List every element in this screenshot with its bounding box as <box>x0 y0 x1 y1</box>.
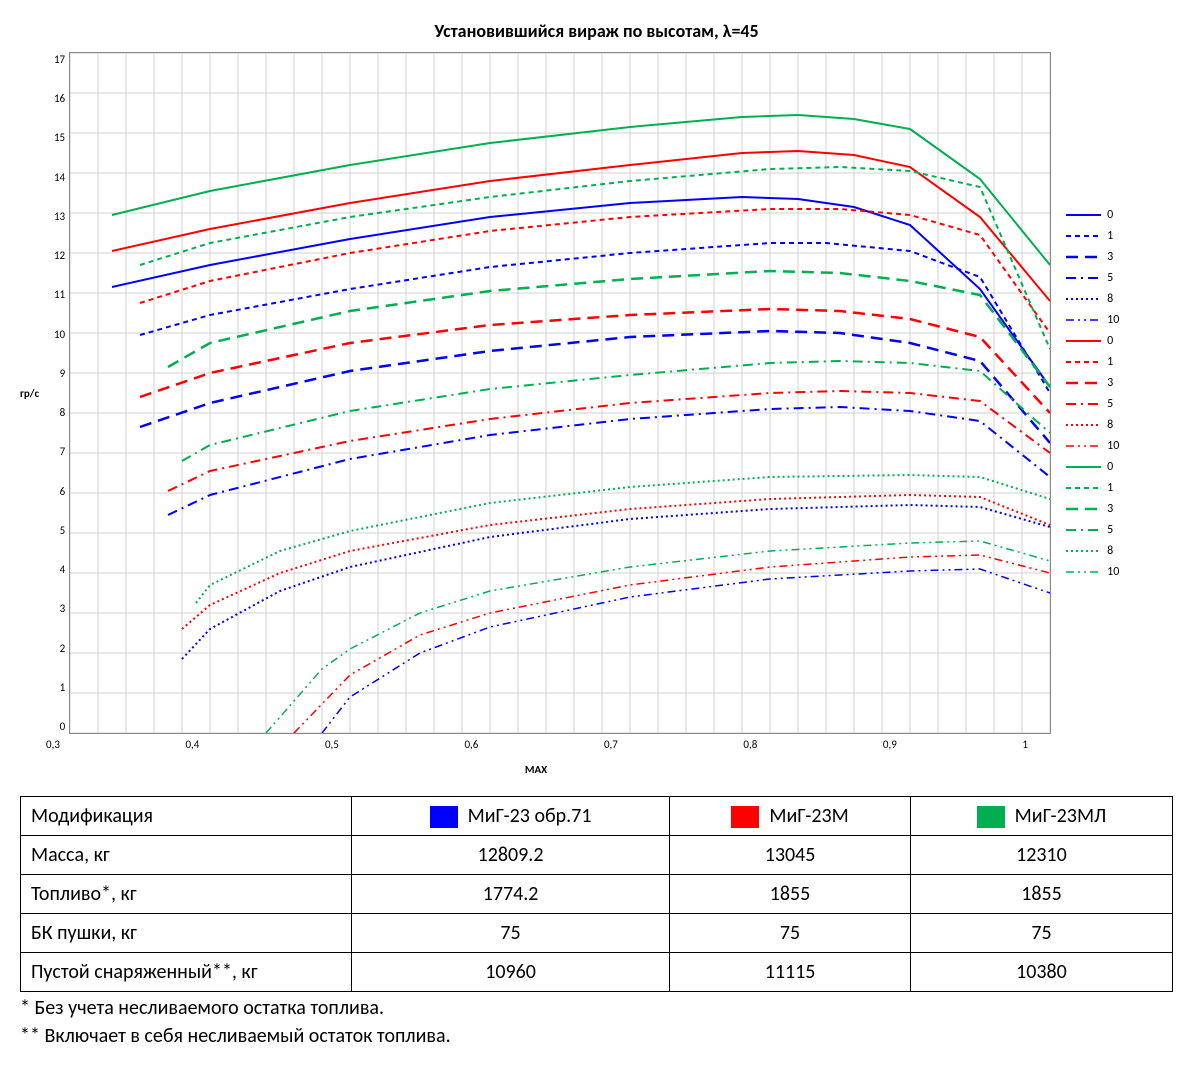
xtick: 0,5 <box>325 738 464 751</box>
legend-item: 5 <box>1066 269 1119 287</box>
ytick: 1 <box>43 681 65 694</box>
legend-item: 5 <box>1066 521 1119 539</box>
chart-plot <box>69 52 1051 734</box>
ytick: 3 <box>43 602 65 615</box>
x-axis-label: МАХ <box>46 763 1026 776</box>
x-axis-ticks: 0,30,40,50,60,70,80,91 <box>46 738 1028 751</box>
legend: 0 1 3 5 8 10 0 1 3 5 8 10 0 1 3 5 8 10 <box>1066 203 1119 584</box>
table-row: Топливо*, кг1774.218551855 <box>21 875 1173 914</box>
row-label: БК пушки, кг <box>21 914 352 953</box>
legend-item: 8 <box>1066 542 1119 560</box>
chart-title: Установившийся вираж по высотам, λ=45 <box>20 20 1173 42</box>
color-swatch <box>430 806 458 828</box>
legend-item: 10 <box>1066 563 1119 581</box>
ytick: 13 <box>43 210 65 223</box>
xtick: 0,9 <box>883 738 1022 751</box>
cell: 12809.2 <box>352 836 670 875</box>
ytick: 7 <box>43 445 65 458</box>
ytick: 12 <box>43 249 65 262</box>
cell: 75 <box>352 914 670 953</box>
cell: 12310 <box>910 836 1172 875</box>
cell: 10380 <box>910 953 1172 992</box>
footnote: ** Включает в себя несливаемый остаток т… <box>20 1024 1173 1048</box>
series-line <box>112 197 1050 387</box>
legend-item: 3 <box>1066 500 1119 518</box>
data-table: МодификацияМиГ-23 обр.71МиГ-23ММиГ-23МЛМ… <box>20 796 1173 992</box>
cell: 13045 <box>670 836 911 875</box>
cell: 1774.2 <box>352 875 670 914</box>
table-row: МодификацияМиГ-23 обр.71МиГ-23ММиГ-23МЛ <box>21 797 1173 836</box>
color-swatch <box>731 806 759 828</box>
series-line <box>294 555 1050 733</box>
ytick: 15 <box>43 131 65 144</box>
legend-item: 10 <box>1066 311 1119 329</box>
ytick: 17 <box>43 53 65 66</box>
y-axis-ticks: 17161514131211109876543210 <box>43 53 69 733</box>
xtick: 0,7 <box>604 738 743 751</box>
ytick: 0 <box>43 720 65 733</box>
table-row: Пустой снаряженный**, кг109601111510380 <box>21 953 1173 992</box>
row-label: Пустой снаряженный**, кг <box>21 953 352 992</box>
xtick: 0,3 <box>46 738 185 751</box>
cell: 11115 <box>670 953 911 992</box>
ytick: 4 <box>43 563 65 576</box>
ytick: 5 <box>43 524 65 537</box>
cell: МиГ-23М <box>670 797 911 836</box>
xtick: 1 <box>1022 738 1028 751</box>
legend-item: 1 <box>1066 227 1119 245</box>
cell: МиГ-23МЛ <box>910 797 1172 836</box>
series-line <box>196 475 1050 603</box>
cell: 10960 <box>352 953 670 992</box>
xtick: 0,6 <box>464 738 603 751</box>
legend-item: 1 <box>1066 479 1119 497</box>
cell: МиГ-23 обр.71 <box>352 797 670 836</box>
legend-item: 10 <box>1066 437 1119 455</box>
xtick: 0,4 <box>185 738 324 751</box>
table-row: БК пушки, кг757575 <box>21 914 1173 953</box>
series-line <box>140 331 1050 443</box>
ytick: 6 <box>43 485 65 498</box>
ytick: 8 <box>43 406 65 419</box>
y-axis-label: гр/с <box>20 387 39 400</box>
ytick: 2 <box>43 642 65 655</box>
ytick: 10 <box>43 328 65 341</box>
legend-item: 3 <box>1066 374 1119 392</box>
ytick: 14 <box>43 171 65 184</box>
cell: 1855 <box>670 875 911 914</box>
series-line <box>182 495 1050 629</box>
cell: 75 <box>670 914 911 953</box>
legend-item: 8 <box>1066 416 1119 434</box>
color-swatch <box>977 806 1005 828</box>
series-line <box>112 115 1050 265</box>
legend-item: 0 <box>1066 458 1119 476</box>
legend-item: 3 <box>1066 248 1119 266</box>
series-line <box>140 167 1050 349</box>
table-row: Масса, кг12809.21304512310 <box>21 836 1173 875</box>
legend-item: 0 <box>1066 332 1119 350</box>
series-line <box>168 271 1050 387</box>
legend-item: 5 <box>1066 395 1119 413</box>
ytick: 9 <box>43 367 65 380</box>
legend-item: 8 <box>1066 290 1119 308</box>
series-line <box>182 361 1050 461</box>
row-label: Модификация <box>21 797 352 836</box>
legend-item: 0 <box>1066 206 1119 224</box>
legend-item: 1 <box>1066 353 1119 371</box>
row-label: Масса, кг <box>21 836 352 875</box>
series-line <box>140 309 1050 413</box>
footnote: * Без учета несливаемого остатка топлива… <box>20 996 1173 1020</box>
xtick: 0,8 <box>743 738 882 751</box>
ytick: 11 <box>43 288 65 301</box>
cell: 75 <box>910 914 1172 953</box>
cell: 1855 <box>910 875 1172 914</box>
ytick: 16 <box>43 92 65 105</box>
row-label: Топливо*, кг <box>21 875 352 914</box>
series-line <box>182 505 1050 659</box>
